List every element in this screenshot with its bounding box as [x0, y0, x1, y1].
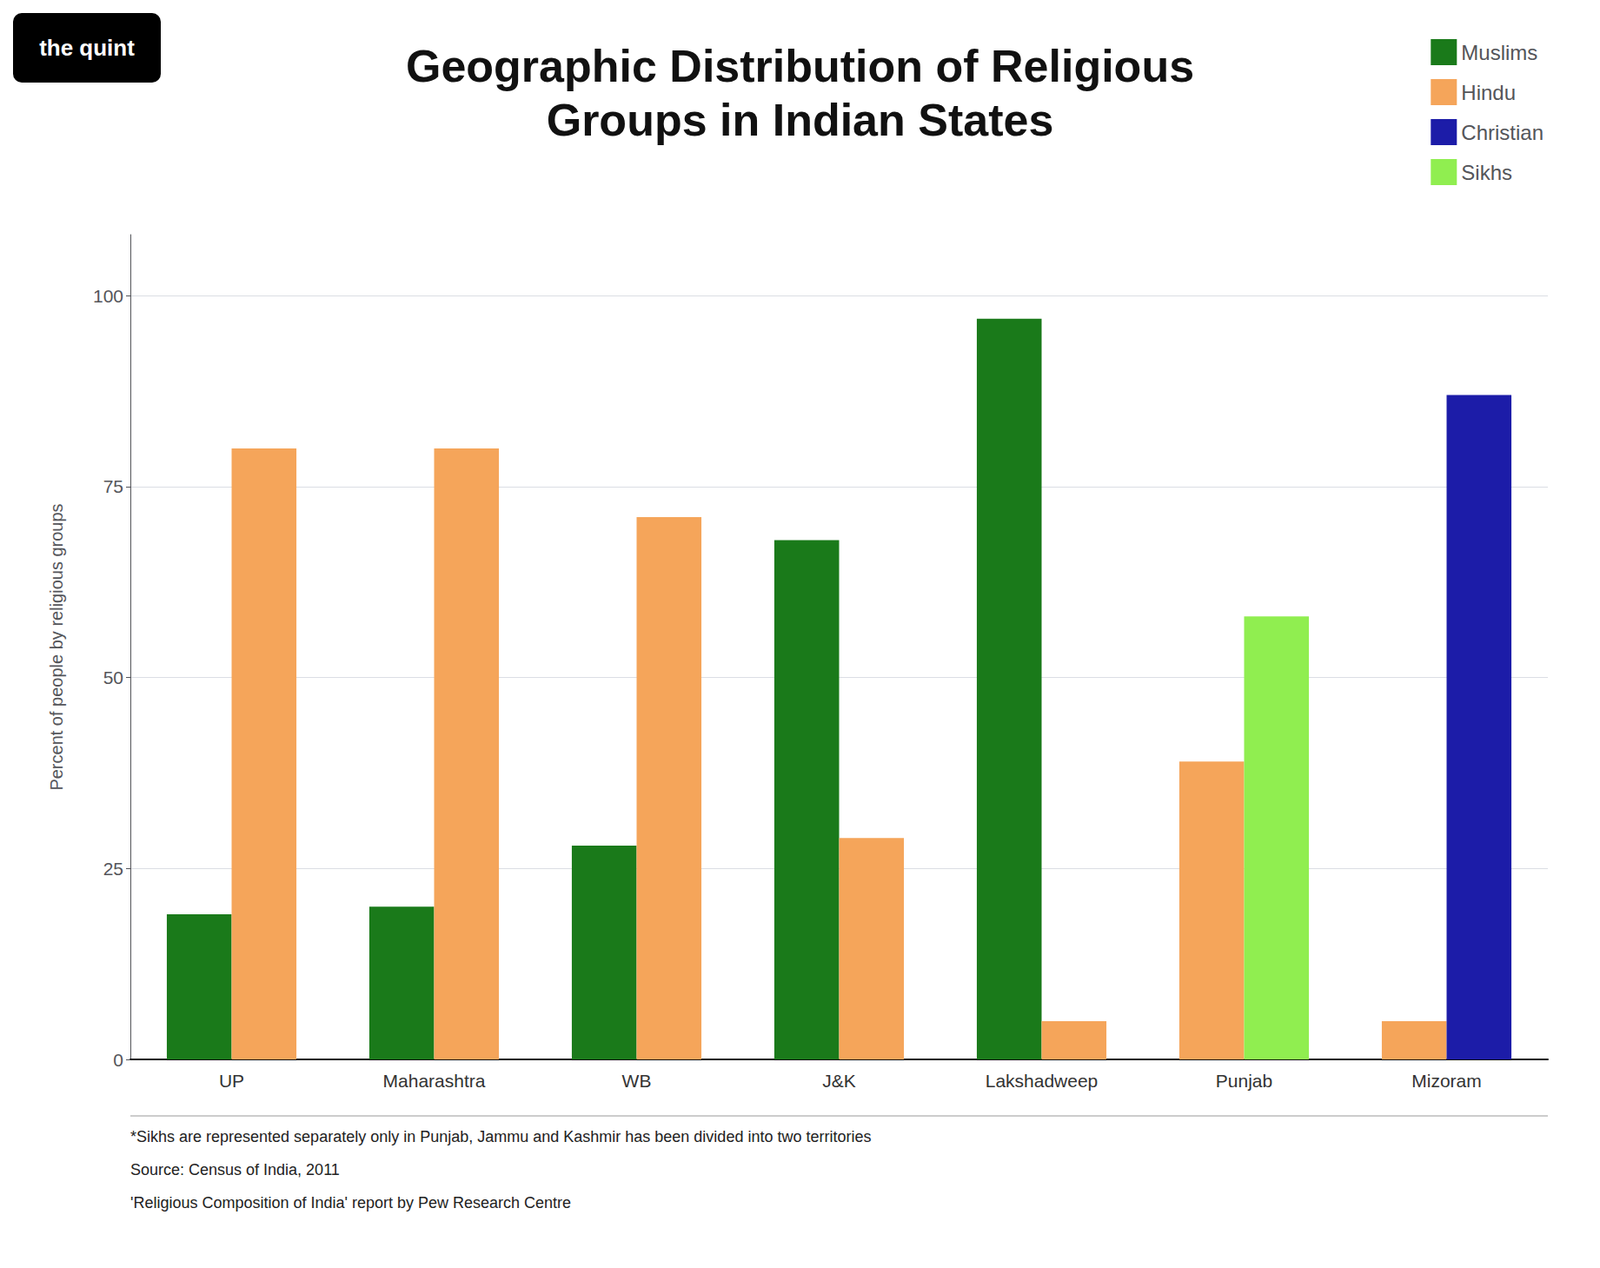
- svg-text:'Religious Composition of Indi: 'Religious Composition of India' report …: [130, 1194, 571, 1212]
- svg-text:Source: Census of India, 2011: Source: Census of India, 2011: [130, 1161, 340, 1179]
- svg-text:Groups in Indian States: Groups in Indian States: [546, 94, 1055, 146]
- svg-text:75: 75: [103, 476, 124, 497]
- svg-text:Sikhs: Sikhs: [1460, 160, 1513, 185]
- svg-text:100: 100: [92, 285, 124, 306]
- svg-text:Christian: Christian: [1460, 120, 1544, 145]
- svg-text:*Sikhs are represented separat: *Sikhs are represented separately only i…: [130, 1128, 871, 1146]
- svg-text:Percent of people by religious: Percent of people by religious groups: [46, 503, 67, 791]
- svg-text:0: 0: [112, 1049, 124, 1070]
- svg-text:the quint: the quint: [39, 34, 135, 61]
- svg-text:J&K: J&K: [822, 1070, 857, 1091]
- svg-text:Hindu: Hindu: [1460, 80, 1516, 105]
- svg-text:Maharashtra: Maharashtra: [383, 1070, 486, 1091]
- svg-text:Muslims: Muslims: [1460, 40, 1538, 65]
- svg-text:50: 50: [103, 667, 124, 688]
- svg-text:Mizoram: Mizoram: [1411, 1070, 1482, 1091]
- svg-text:Punjab: Punjab: [1215, 1070, 1273, 1091]
- svg-text:UP: UP: [219, 1070, 245, 1091]
- svg-text:Geographic Distribution of Rel: Geographic Distribution of Religious: [405, 40, 1195, 92]
- svg-text:WB: WB: [622, 1070, 652, 1091]
- svg-text:Lakshadweep: Lakshadweep: [985, 1070, 1099, 1091]
- svg-text:25: 25: [103, 858, 124, 879]
